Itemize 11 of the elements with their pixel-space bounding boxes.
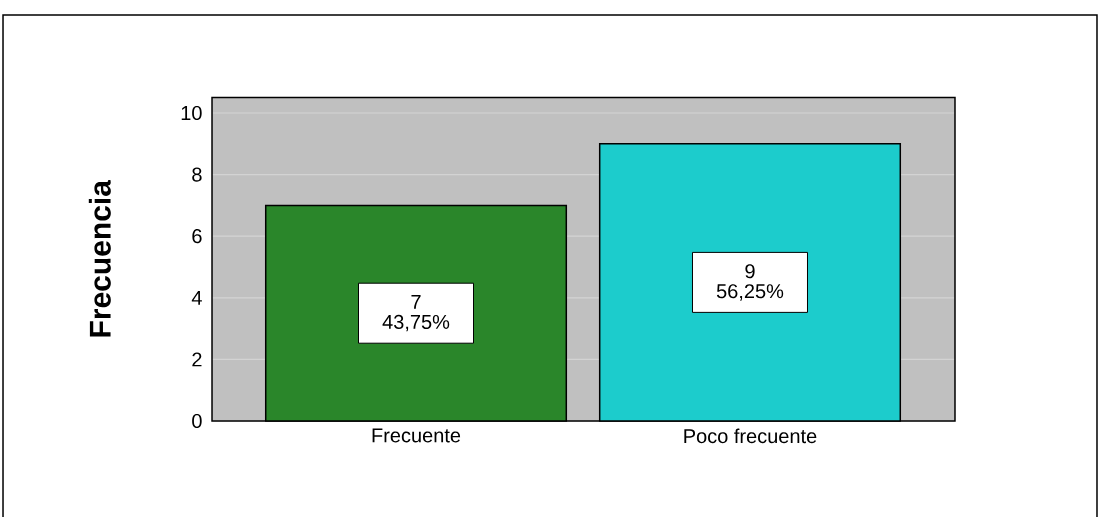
y-tick-label: 0 xyxy=(192,413,202,429)
y-tick-label: 2 xyxy=(192,352,202,367)
y-axis-title: Frecuencia xyxy=(88,179,111,337)
data-label: 9 56,25% xyxy=(716,264,784,301)
y-tick-label: 6 xyxy=(192,229,202,244)
y-tick-label: 10 xyxy=(181,105,202,121)
y-tick-label: 8 xyxy=(192,167,202,182)
x-tick-label: Poco frecuente xyxy=(684,428,817,444)
x-tick-label: Frecuente xyxy=(372,428,461,443)
y-tick-label: 4 xyxy=(191,290,202,305)
data-label: 7 43,75% xyxy=(382,295,450,332)
